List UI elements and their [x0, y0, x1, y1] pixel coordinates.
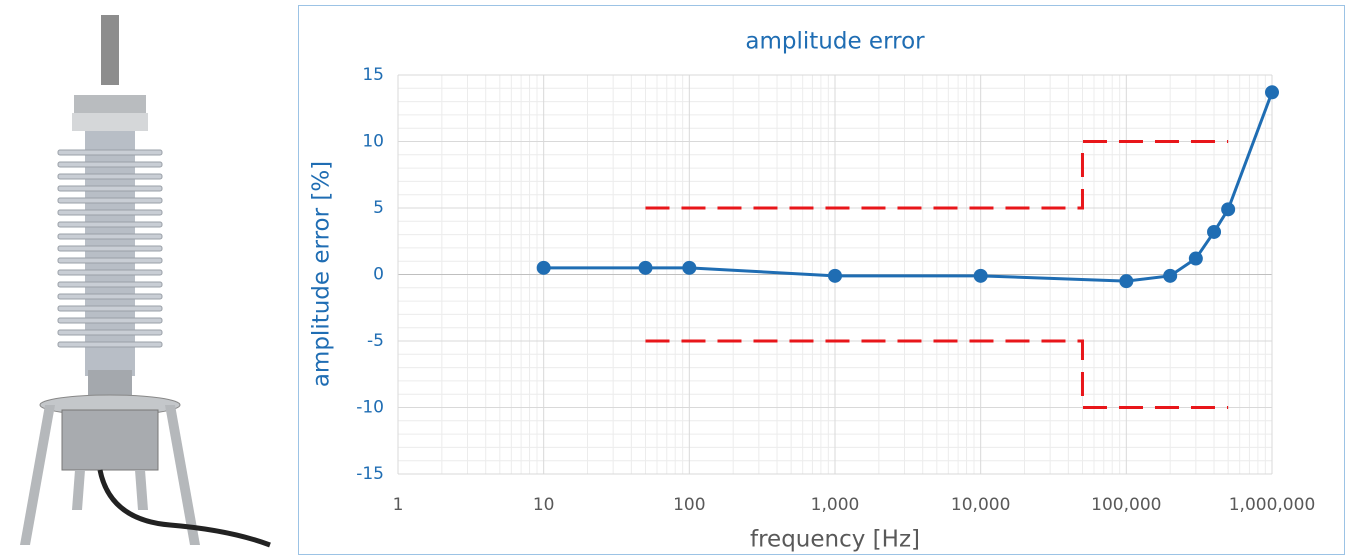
data-point [1207, 224, 1222, 239]
data-point [682, 260, 697, 275]
x-tick-label: 10,000 [951, 495, 1010, 515]
x-tick-label: 100 [673, 495, 705, 515]
data-line [645, 140, 1229, 210]
product-photo [20, 15, 271, 548]
data-point [536, 260, 551, 275]
x-axis-label: frequency [Hz] [750, 527, 920, 553]
x-tick-label: 1 [393, 495, 404, 515]
x-tick-label: 1,000,000 [1229, 495, 1316, 515]
data-point [828, 268, 842, 283]
y-tick-label: 5 [373, 198, 384, 218]
y-tick-label: 10 [362, 132, 384, 152]
chart-title: amplitude error [745, 29, 925, 55]
x-tick-label: 1,000 [811, 495, 860, 515]
y-tick-label: 15 [362, 65, 384, 85]
data-point [1119, 274, 1134, 289]
y-tick-label: 0 [373, 265, 384, 285]
x-tick-label: 100,000 [1091, 495, 1161, 515]
data-point [638, 260, 653, 275]
data-point [1265, 85, 1279, 100]
x-tick-label: 10 [533, 495, 555, 515]
y-axis-label: amplitude error [%] [309, 161, 335, 387]
y-tick-label: -15 [356, 464, 384, 484]
y-tick-label: -5 [367, 331, 384, 351]
y-tick-label: -10 [356, 398, 384, 418]
data-point [973, 268, 988, 283]
data-point [1188, 251, 1203, 266]
data-line [645, 339, 1229, 409]
data-point [1163, 268, 1178, 283]
plot-area: -15 -10 -5 0 5 10 15 1 10 100 1,000 10,000 100,000 1,… [356, 65, 1315, 515]
data-point [1221, 202, 1236, 217]
